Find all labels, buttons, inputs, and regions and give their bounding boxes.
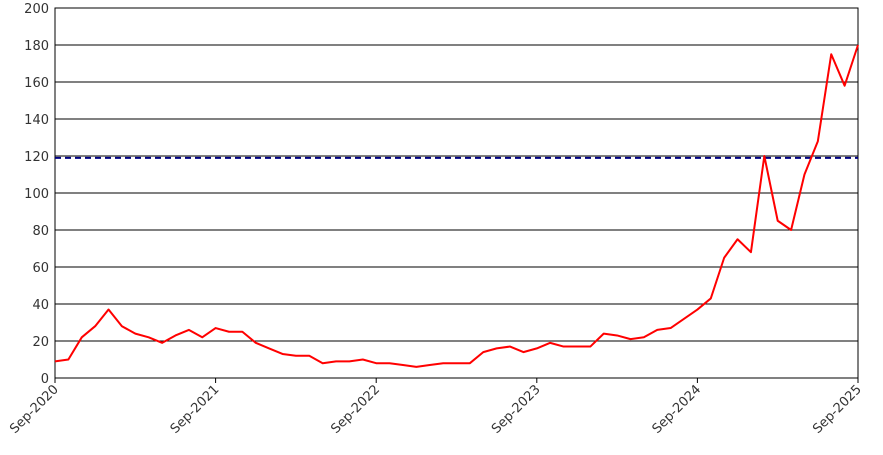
y-tick-label: 200 bbox=[24, 2, 49, 17]
y-tick-label: 80 bbox=[32, 224, 49, 239]
x-tick-label: Sep-2025 bbox=[810, 382, 865, 437]
y-tick-label: 40 bbox=[32, 298, 49, 313]
y-tick-label: 140 bbox=[24, 113, 49, 128]
x-tick-label: Sep-2021 bbox=[168, 382, 223, 437]
y-tick-label: 180 bbox=[24, 39, 49, 54]
x-tick-label: Sep-2024 bbox=[650, 382, 705, 437]
data-line bbox=[54, 44, 859, 368]
y-tick-label: 100 bbox=[24, 187, 49, 202]
y-tick-label: 60 bbox=[32, 261, 49, 276]
y-tick-label: 0 bbox=[41, 372, 49, 387]
y-tick-label: 120 bbox=[24, 150, 49, 165]
x-tick-label: Sep-2023 bbox=[489, 382, 544, 437]
x-tick-label: Sep-2022 bbox=[328, 382, 383, 437]
x-tick-label: Sep-2020 bbox=[7, 382, 62, 437]
y-tick-label: 160 bbox=[24, 76, 49, 91]
y-tick-label: 20 bbox=[32, 335, 49, 350]
